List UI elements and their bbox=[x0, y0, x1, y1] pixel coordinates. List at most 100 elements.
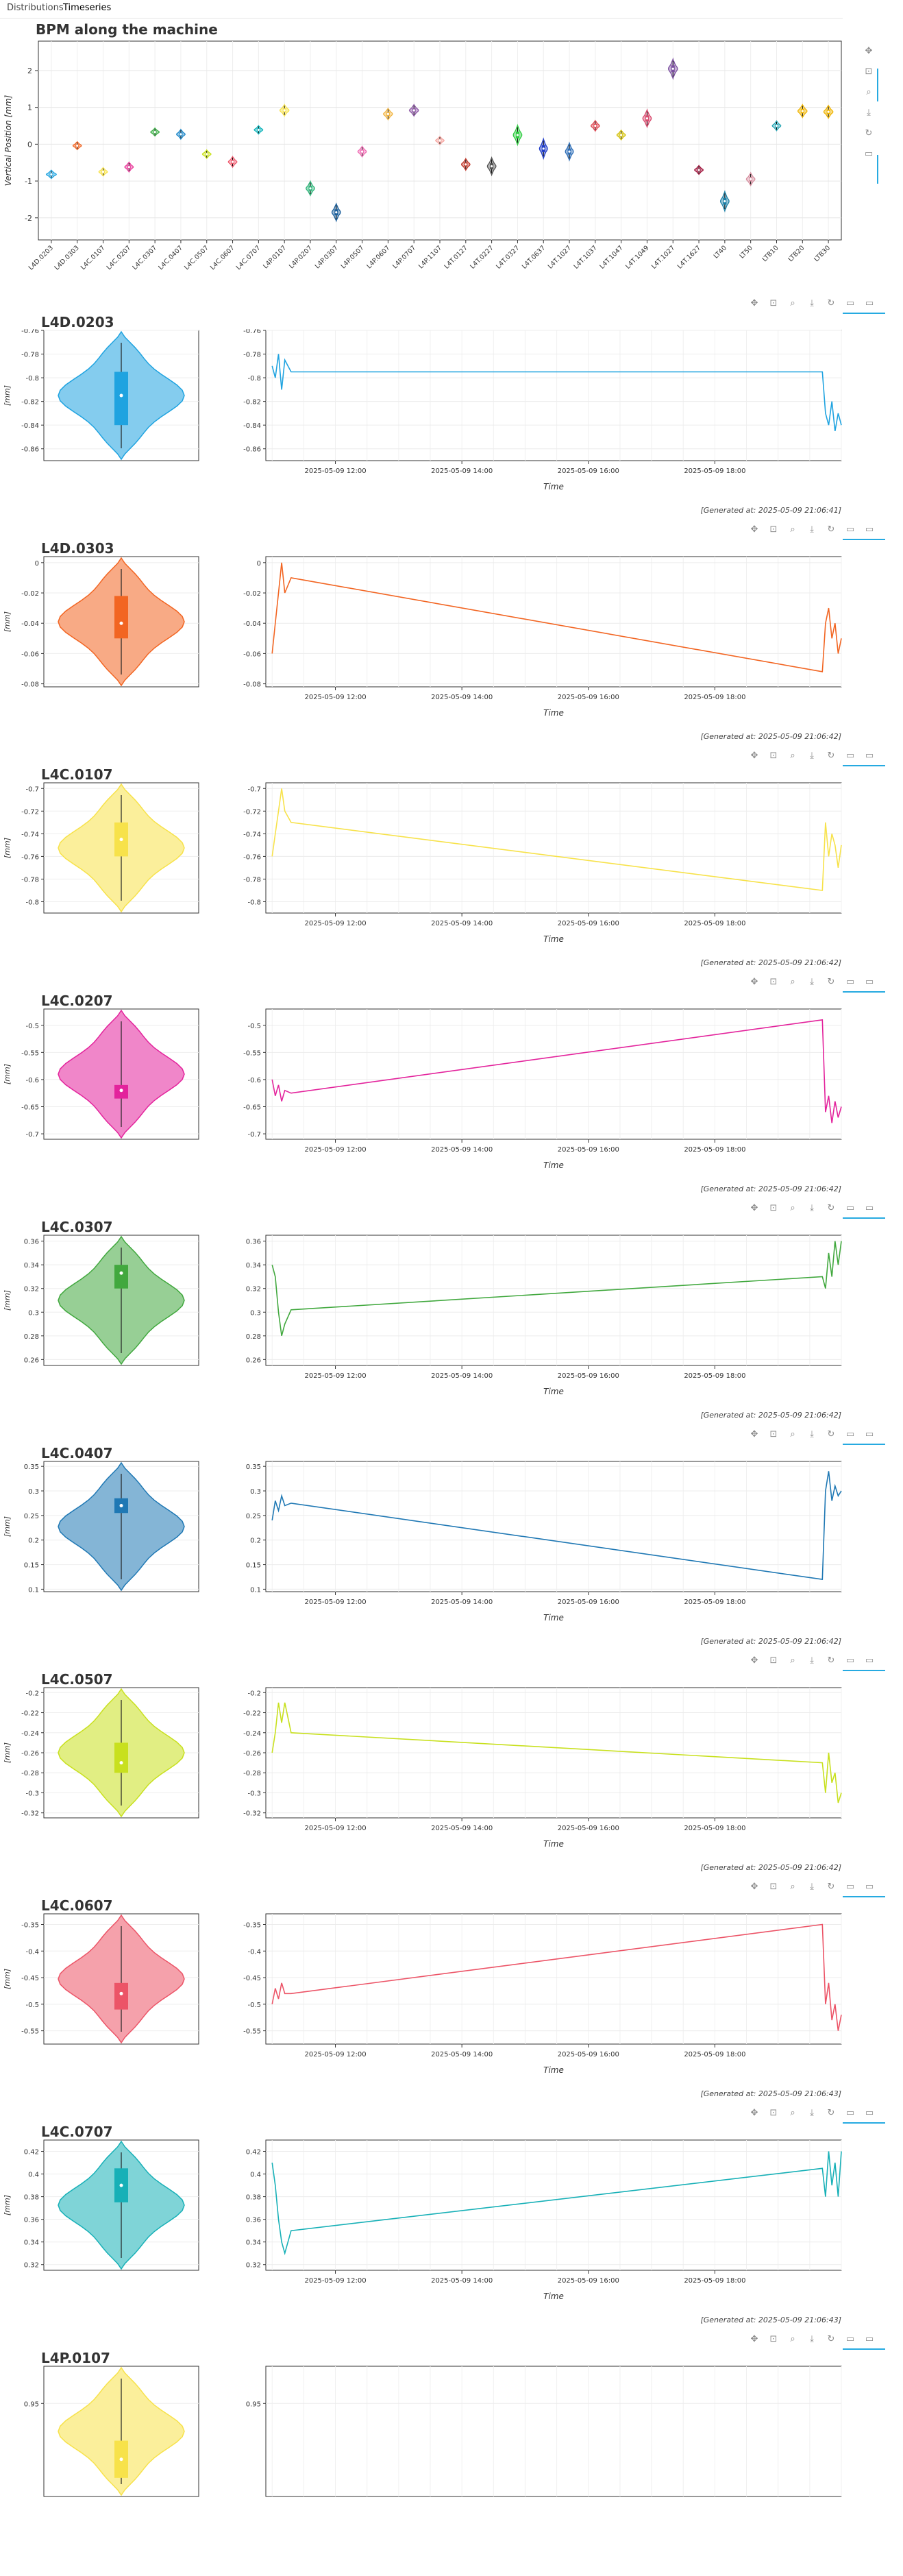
box-zoom-icon[interactable]: ⊡ bbox=[865, 66, 873, 77]
median-dot bbox=[119, 1271, 123, 1275]
median-dot bbox=[119, 1761, 123, 1765]
pan-icon[interactable]: ✥ bbox=[750, 298, 758, 308]
reset-icon[interactable]: ↻ bbox=[827, 298, 835, 308]
median-dot bbox=[206, 153, 208, 156]
hover-icon[interactable]: ▭ bbox=[845, 298, 855, 308]
wheel-zoom-icon[interactable]: ⌕ bbox=[866, 87, 871, 97]
x-axis-label: Time bbox=[543, 1387, 564, 1396]
hover-icon[interactable]: ▭ bbox=[845, 751, 855, 761]
x-tick-label: 2025-05-09 12:00 bbox=[304, 1599, 366, 1606]
generated-timestamp: [Generated at: 2025-05-09 21:06:42] bbox=[700, 732, 841, 741]
crosshair-icon[interactable]: ▭ bbox=[865, 1655, 874, 1666]
crosshair-icon[interactable]: ▭ bbox=[865, 2334, 874, 2344]
crosshair-icon[interactable]: ▭ bbox=[865, 2108, 874, 2118]
wheel-zoom-icon[interactable]: ⌕ bbox=[790, 2334, 795, 2344]
y-tick-label: 0.42 bbox=[246, 2149, 261, 2156]
save-icon[interactable]: ⤓ bbox=[810, 298, 814, 308]
crosshair-icon[interactable]: ▭ bbox=[865, 524, 874, 535]
pan-icon[interactable]: ✥ bbox=[750, 751, 758, 761]
crosshair-icon[interactable]: ▭ bbox=[865, 977, 874, 987]
crosshair-icon[interactable]: ▭ bbox=[865, 1882, 874, 1892]
box-zoom-icon[interactable]: ⊡ bbox=[769, 2108, 778, 2118]
reset-icon[interactable]: ↻ bbox=[827, 1882, 835, 1892]
hover-icon[interactable]: ▭ bbox=[845, 2108, 855, 2118]
reset-icon[interactable]: ↻ bbox=[827, 2334, 835, 2344]
hover-icon[interactable]: ▭ bbox=[845, 1203, 855, 1213]
wheel-zoom-icon[interactable]: ⌕ bbox=[790, 751, 795, 761]
reset-icon[interactable]: ↻ bbox=[827, 1655, 835, 1666]
bpm-section-title: L4C.0507 bbox=[41, 1671, 113, 1688]
pan-icon[interactable]: ✥ bbox=[750, 1882, 758, 1892]
pan-icon[interactable]: ✥ bbox=[750, 1655, 758, 1666]
hover-icon[interactable]: ▭ bbox=[865, 149, 873, 159]
hover-icon[interactable]: ▭ bbox=[845, 1429, 855, 1439]
median-dot bbox=[127, 166, 130, 169]
save-icon[interactable]: ⤓ bbox=[810, 2108, 814, 2118]
x-tick-label: 2025-05-09 14:00 bbox=[431, 920, 493, 927]
save-icon[interactable]: ⤓ bbox=[810, 1882, 814, 1892]
wheel-zoom-icon[interactable]: ⌕ bbox=[790, 977, 795, 987]
tab-distributions[interactable]: Distributions bbox=[7, 3, 64, 13]
y-tick-label: -0.35 bbox=[243, 1922, 261, 1930]
hover-icon[interactable]: ▭ bbox=[845, 524, 855, 535]
box-zoom-icon[interactable]: ⊡ bbox=[769, 1429, 778, 1439]
x-tick-label: 2025-05-09 18:00 bbox=[684, 694, 745, 701]
save-icon[interactable]: ⤓ bbox=[810, 2334, 814, 2344]
pan-icon[interactable]: ✥ bbox=[750, 2334, 758, 2344]
box-zoom-icon[interactable]: ⊡ bbox=[769, 1203, 778, 1213]
wheel-zoom-icon[interactable]: ⌕ bbox=[790, 1203, 795, 1213]
box-zoom-icon[interactable]: ⊡ bbox=[769, 751, 778, 761]
wheel-zoom-icon[interactable]: ⌕ bbox=[790, 1429, 795, 1439]
hover-icon[interactable]: ▭ bbox=[845, 2334, 855, 2344]
crosshair-icon[interactable]: ▭ bbox=[865, 298, 874, 308]
crosshair-icon[interactable]: ▭ bbox=[865, 1429, 874, 1439]
crosshair-icon[interactable]: ▭ bbox=[865, 751, 874, 761]
pan-icon[interactable]: ✥ bbox=[750, 1203, 758, 1213]
save-icon[interactable]: ⤓ bbox=[810, 751, 814, 761]
save-icon[interactable]: ⤓ bbox=[810, 1203, 814, 1213]
box-zoom-icon[interactable]: ⊡ bbox=[769, 2334, 778, 2344]
y-tick-label: 0.38 bbox=[24, 2194, 39, 2202]
save-icon[interactable]: ⤓ bbox=[810, 524, 814, 535]
reset-icon[interactable]: ↻ bbox=[827, 2108, 835, 2118]
hover-icon[interactable]: ▭ bbox=[845, 1882, 855, 1892]
pan-icon[interactable]: ✥ bbox=[750, 1429, 758, 1439]
median-dot bbox=[697, 169, 700, 171]
box-zoom-icon[interactable]: ⊡ bbox=[769, 977, 778, 987]
y-tick-label: 0.32 bbox=[246, 2262, 261, 2270]
reset-icon[interactable]: ↻ bbox=[827, 1429, 835, 1439]
crosshair-icon[interactable]: ▭ bbox=[865, 1203, 874, 1213]
save-icon[interactable]: ⤓ bbox=[810, 977, 814, 987]
reset-icon[interactable]: ↻ bbox=[865, 128, 873, 138]
wheel-zoom-icon[interactable]: ⌕ bbox=[790, 524, 795, 535]
reset-icon[interactable]: ↻ bbox=[827, 751, 835, 761]
reset-icon[interactable]: ↻ bbox=[827, 977, 835, 987]
wheel-zoom-icon[interactable]: ⌕ bbox=[790, 298, 795, 308]
wheel-zoom-icon[interactable]: ⌕ bbox=[790, 1655, 795, 1666]
save-icon[interactable]: ⤓ bbox=[810, 1655, 814, 1666]
reset-icon[interactable]: ↻ bbox=[827, 1203, 835, 1213]
timeseries-frame bbox=[265, 1008, 842, 1140]
x-tick-label: L4T.0227 bbox=[469, 244, 495, 270]
hover-icon[interactable]: ▭ bbox=[845, 1655, 855, 1666]
pan-icon[interactable]: ✥ bbox=[750, 524, 758, 535]
x-tick-label: 2025-05-09 16:00 bbox=[558, 1372, 619, 1380]
box-zoom-icon[interactable]: ⊡ bbox=[769, 1655, 778, 1666]
box-zoom-icon[interactable]: ⊡ bbox=[769, 524, 778, 535]
box-zoom-icon[interactable]: ⊡ bbox=[769, 1882, 778, 1892]
box-zoom-icon[interactable]: ⊡ bbox=[769, 298, 778, 308]
generated-timestamp: [Generated at: 2025-05-09 21:06:43] bbox=[700, 2089, 841, 2098]
pan-icon[interactable]: ✥ bbox=[750, 2108, 758, 2118]
pan-icon[interactable]: ✥ bbox=[750, 977, 758, 987]
hover-icon[interactable]: ▭ bbox=[845, 977, 855, 987]
save-icon[interactable]: ⤓ bbox=[867, 108, 871, 118]
y-tick-label: -0.65 bbox=[21, 1104, 39, 1112]
wheel-zoom-icon[interactable]: ⌕ bbox=[790, 1882, 795, 1892]
save-icon[interactable]: ⤓ bbox=[810, 1429, 814, 1439]
x-tick-label: 2025-05-09 12:00 bbox=[304, 2277, 366, 2285]
pan-icon[interactable]: ✥ bbox=[865, 46, 873, 56]
bpm-section: L4C.0307 0.36 0.34 0.32 0.3 0.28 0.26 [mm] 0.36 0… bbox=[0, 1219, 903, 1445]
tab-timeseries[interactable]: Timeseries bbox=[63, 3, 112, 13]
wheel-zoom-icon[interactable]: ⌕ bbox=[790, 2108, 795, 2118]
reset-icon[interactable]: ↻ bbox=[827, 524, 835, 535]
